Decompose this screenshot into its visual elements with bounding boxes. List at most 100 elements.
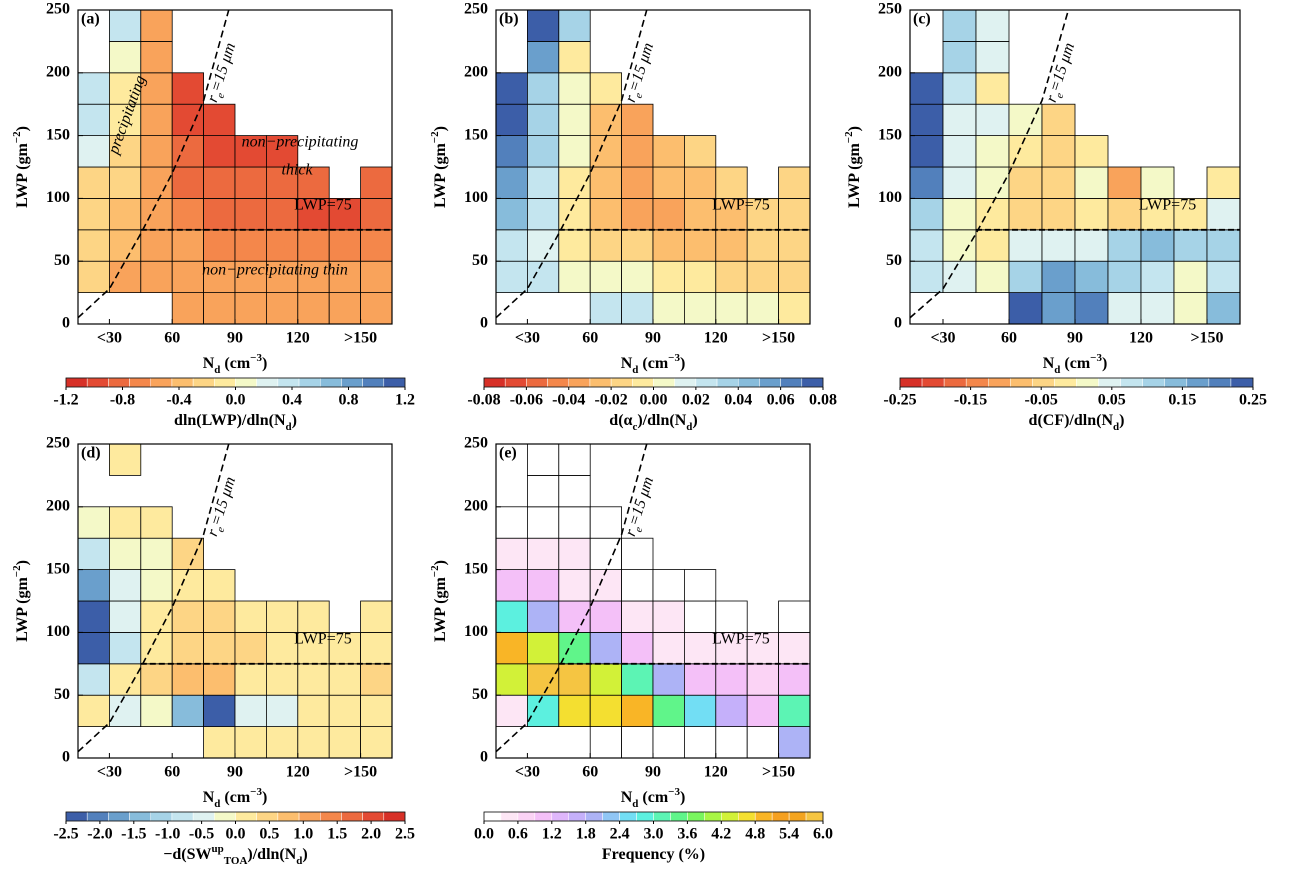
x-tick-label: <30 [97,764,122,781]
colorbar-swatch [721,811,739,822]
heat-cell [234,229,267,262]
curve-label-part: e [214,91,227,99]
colorbar-tick-label: 4.2 [711,826,731,843]
heat-cell [684,292,717,325]
heat-cell [778,197,811,231]
heat-cell [1008,166,1043,199]
heat-cell [1041,166,1076,199]
heat-cell [77,135,110,168]
heat-cell [328,694,362,728]
heat-cell [109,694,142,728]
heat-cell [527,229,560,262]
heat-cell [652,229,685,262]
heat-cell [746,694,780,728]
heat-cell [975,41,1010,74]
heat-cell [140,694,173,728]
panel-label: (c) [913,11,931,28]
colorbar-swatch [298,811,321,822]
heat-cell [360,197,393,231]
heat-cell [621,197,654,231]
x-axis-label-part: d [214,364,220,376]
heat-cell [909,229,944,262]
colorbar-tick-label: 6.0 [813,826,833,843]
x-tick-label: 90 [645,330,661,347]
panel-label: (d) [81,445,101,462]
heat-cell [265,632,299,665]
heat-cell [109,569,142,602]
heat-cell [1008,197,1043,231]
threshold-label: LWP=75 [294,631,352,648]
heat-cell [203,600,236,633]
y-tick-label: 250 [878,1,902,18]
heat-cell [140,72,173,105]
heat-cell [589,694,623,728]
heat-cell [589,537,623,571]
heat-cell [109,135,142,168]
colorbar-label-part: d [686,421,692,433]
heat-cell [527,506,560,539]
colorbar-tick-label: 1.2 [542,826,562,843]
heat-cell [558,103,591,136]
colorbar-tick-label: 0.15 [1168,392,1196,409]
heat-cell [109,197,142,231]
heat-cell [171,229,204,262]
heat-cell [140,260,173,294]
x-tick-label: <30 [930,330,955,347]
heat-cell [140,569,173,602]
heat-cell [558,41,591,74]
heat-cell [527,569,560,602]
heat-cell [328,726,362,759]
colorbar-label-part: d(CF)/dln(N [1029,412,1114,429]
colorbar-swatch [108,811,130,822]
curve-label-part: r [622,527,640,539]
heat-cell [203,260,236,294]
heat-cell [684,569,717,602]
heat-cell [909,103,944,136]
heat-cell [109,166,142,199]
colorbar-swatch [1010,377,1033,388]
colorbar-tick-label: -2.0 [87,826,112,843]
colorbar-swatch [192,377,215,388]
panel-label: (b) [499,11,519,28]
colorbar-swatch [86,377,109,388]
x-tick-label: 60 [164,764,180,781]
heat-cell [778,632,811,665]
colorbar-swatch [341,811,363,822]
colorbar-tick-label: 3.6 [677,826,697,843]
colorbar-swatch [943,377,967,388]
heat-cell [975,9,1010,42]
y-tick-label: 0 [480,315,488,332]
heat-cell [621,726,654,759]
panel-label: (a) [81,11,100,28]
colorbar-swatch [738,811,756,822]
x-axis-label-part: ) [680,789,685,806]
heat-cell [527,9,560,42]
heat-cell [495,569,528,602]
y-tick-label: 0 [62,315,70,332]
heat-cell [975,197,1010,231]
heat-cell [558,443,591,476]
heat-cell [652,694,685,728]
colorbar-tick-label: 1.2 [395,392,415,409]
heat-cell [171,632,204,665]
heat-cell [109,632,142,665]
colorbar-tick-label: 0.00 [640,392,668,409]
heat-cell [297,663,330,696]
heat-cell [171,260,204,294]
note: thick [281,162,313,179]
heat-cell [171,166,204,199]
heat-cell [558,229,591,262]
colorbar-swatch [277,811,300,822]
colorbar-swatch [192,811,215,822]
curve [78,444,230,753]
heat-cell [171,103,204,136]
heat-cell [109,506,142,539]
curve-label-part: e [1053,91,1066,99]
heat-cell [77,663,110,696]
y-axis-label-part: LWP (gm [846,143,863,208]
heat-cell [652,197,685,231]
y-axis-label-part: ) [432,126,449,131]
heat-cell [495,663,528,696]
x-axis-label-part: N [203,789,215,806]
heat-cell [171,135,204,168]
